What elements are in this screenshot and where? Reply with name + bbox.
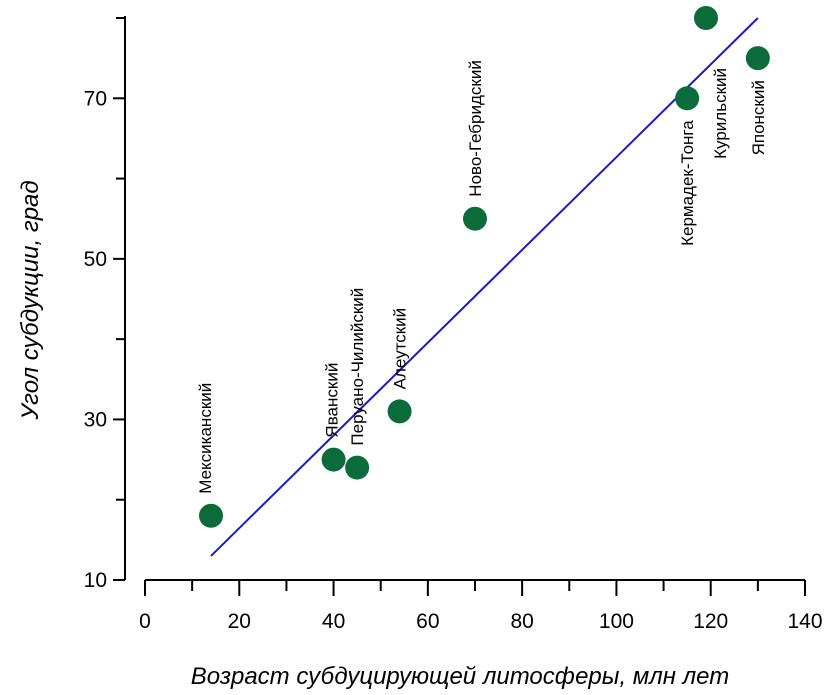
point-label: Яванский — [323, 363, 342, 438]
data-point — [321, 447, 346, 472]
point-label: Ново-Гебридский — [466, 60, 485, 197]
data-point — [694, 6, 718, 30]
data-point — [463, 206, 487, 231]
data-point — [387, 399, 412, 424]
data-point — [675, 86, 700, 111]
point-label: Японский — [749, 80, 768, 155]
data-point — [199, 503, 223, 528]
y-tick-label: 50 — [84, 248, 107, 271]
axes: 10 30 50 70 0 20 40 60 80 100 120 140 — [84, 16, 823, 633]
x-tick-label: 120 — [693, 610, 728, 633]
point-label: Алеутский — [391, 308, 410, 390]
x-tick-label: 140 — [787, 610, 822, 633]
x-tick-label: 60 — [416, 610, 439, 633]
y-tick-label: 10 — [84, 569, 107, 592]
x-tick-label: 80 — [510, 610, 533, 633]
trendline-group — [210, 17, 759, 557]
x-axis-title: Возраст субдуцирующей литосферы, млн лет — [191, 663, 730, 690]
x-tick-label: 40 — [322, 610, 345, 633]
trendline — [210, 17, 759, 557]
data-point — [745, 46, 770, 71]
y-axis-title: Угол субдукции, град — [17, 180, 44, 420]
point-label: Мексиканский — [196, 383, 215, 494]
x-tick-label: 20 — [228, 610, 251, 633]
points-group — [199, 6, 770, 528]
x-tick-label: 100 — [599, 610, 634, 633]
point-label: Курильский — [711, 68, 730, 159]
y-tick-label: 30 — [84, 408, 107, 431]
data-point — [345, 455, 370, 480]
point-label: Кермадек-Тонга — [678, 120, 697, 246]
point-label: Перуано-Чилийский — [348, 288, 367, 446]
point-labels-group: Мексиканский Яванский Перуано-Чилийский Але… — [196, 60, 768, 494]
x-tick-label: 0 — [139, 610, 151, 633]
y-tick-label: 70 — [84, 87, 107, 110]
